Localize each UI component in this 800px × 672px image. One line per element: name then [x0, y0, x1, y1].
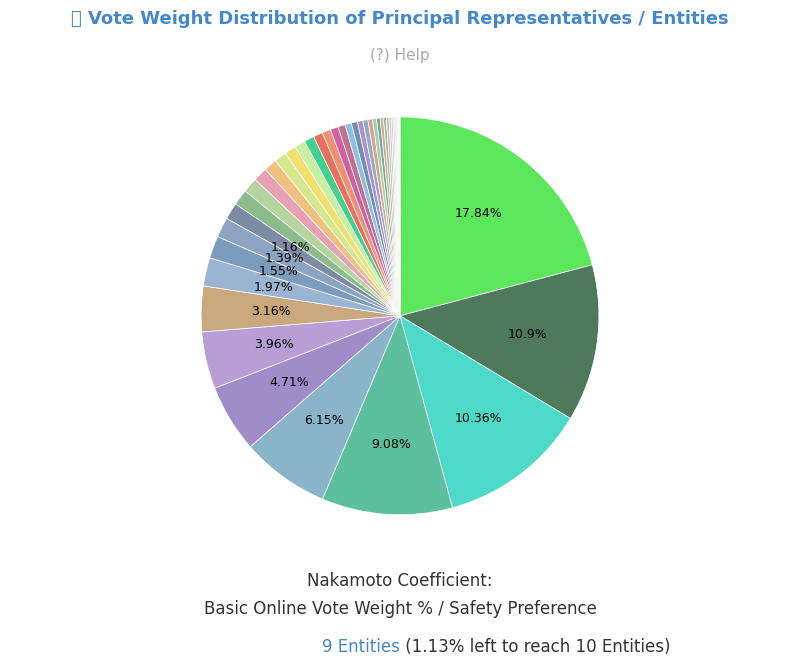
Wedge shape: [202, 316, 400, 388]
Wedge shape: [351, 122, 400, 316]
Wedge shape: [226, 204, 400, 316]
Wedge shape: [400, 265, 599, 419]
Wedge shape: [203, 258, 400, 316]
Wedge shape: [373, 118, 400, 316]
Wedge shape: [400, 316, 570, 507]
Wedge shape: [250, 316, 400, 499]
Text: 10.9%: 10.9%: [508, 327, 548, 341]
Text: 1.55%: 1.55%: [258, 265, 298, 278]
Wedge shape: [368, 119, 400, 316]
Wedge shape: [286, 147, 400, 316]
Wedge shape: [396, 117, 400, 316]
Text: 17.84%: 17.84%: [455, 207, 502, 220]
Text: 10.36%: 10.36%: [454, 413, 502, 425]
Wedge shape: [393, 117, 400, 316]
Wedge shape: [245, 179, 400, 316]
Text: 1.39%: 1.39%: [264, 252, 304, 265]
Text: 6.15%: 6.15%: [304, 414, 344, 427]
Text: 9.08%: 9.08%: [371, 438, 411, 452]
Wedge shape: [399, 117, 400, 316]
Wedge shape: [266, 161, 400, 316]
Wedge shape: [380, 118, 400, 316]
Text: 9 Entities: 9 Entities: [322, 638, 400, 656]
Text: 1.97%: 1.97%: [254, 281, 294, 294]
Wedge shape: [214, 316, 400, 447]
Wedge shape: [345, 123, 400, 316]
Wedge shape: [305, 136, 400, 316]
Wedge shape: [210, 237, 400, 316]
Text: 3.16%: 3.16%: [251, 305, 290, 318]
Wedge shape: [383, 118, 400, 316]
Wedge shape: [322, 130, 400, 316]
Wedge shape: [295, 141, 400, 316]
Wedge shape: [314, 133, 400, 316]
Text: 4.71%: 4.71%: [270, 376, 310, 389]
Text: (1.13% left to reach 10 Entities): (1.13% left to reach 10 Entities): [400, 638, 670, 656]
Wedge shape: [235, 191, 400, 316]
Wedge shape: [398, 117, 400, 316]
Wedge shape: [358, 120, 400, 316]
Wedge shape: [386, 117, 400, 316]
Wedge shape: [255, 169, 400, 316]
Wedge shape: [330, 127, 400, 316]
Wedge shape: [338, 125, 400, 316]
Wedge shape: [391, 117, 400, 316]
Wedge shape: [275, 153, 400, 316]
Text: Nakamoto Coefficient:: Nakamoto Coefficient:: [307, 572, 493, 589]
Wedge shape: [201, 286, 400, 332]
Wedge shape: [394, 117, 400, 316]
Wedge shape: [397, 117, 400, 316]
Text: 🔗 Vote Weight Distribution of Principal Representatives / Entities: 🔗 Vote Weight Distribution of Principal …: [71, 10, 729, 28]
Text: (?) Help: (?) Help: [370, 48, 430, 62]
Text: 1.16%: 1.16%: [270, 241, 310, 254]
Text: 3.96%: 3.96%: [254, 339, 294, 351]
Wedge shape: [400, 117, 592, 316]
Wedge shape: [218, 218, 400, 316]
Wedge shape: [377, 118, 400, 316]
Wedge shape: [322, 316, 453, 515]
Wedge shape: [362, 120, 400, 316]
Wedge shape: [389, 117, 400, 316]
Wedge shape: [398, 117, 400, 316]
Text: Basic Online Vote Weight % / Safety Preference: Basic Online Vote Weight % / Safety Pref…: [203, 600, 597, 618]
